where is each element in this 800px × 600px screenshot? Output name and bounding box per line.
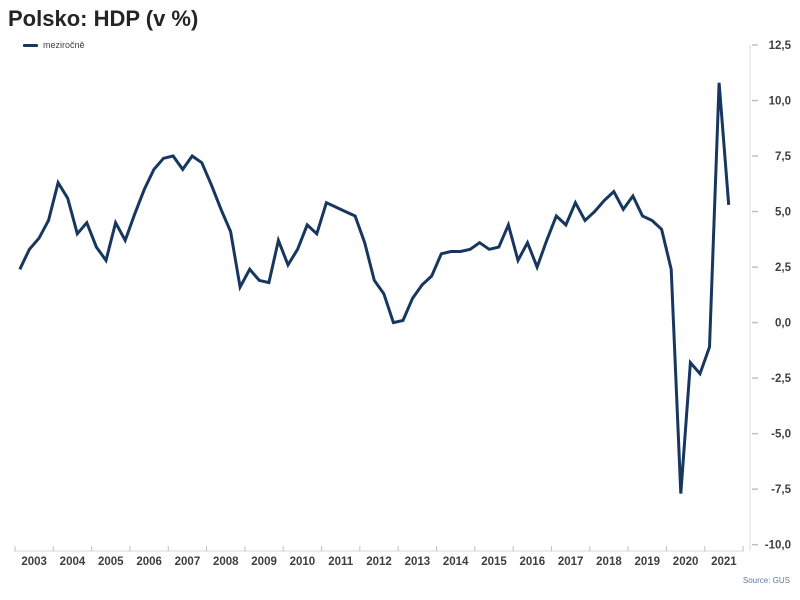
x-axis-labels: 2003 2004 2005 2006 2007 2008 2009 2010 2011 2012…	[14, 546, 744, 568]
svg-text:10,0: 10,0	[769, 96, 791, 108]
svg-text:12,5: 12,5	[769, 40, 792, 52]
svg-text:2021: 2021	[711, 556, 737, 568]
svg-text:2003: 2003	[21, 556, 47, 568]
svg-text:2018: 2018	[596, 556, 622, 568]
svg-text:-10,0: -10,0	[765, 540, 791, 552]
svg-text:2005: 2005	[98, 556, 124, 568]
svg-text:7,5: 7,5	[775, 151, 792, 163]
svg-text:2009: 2009	[251, 556, 277, 568]
source-credit: Source: GUS	[742, 576, 790, 585]
svg-text:-7,5: -7,5	[771, 484, 791, 496]
line-swatch-icon	[23, 43, 38, 47]
svg-text:-5,0: -5,0	[771, 429, 791, 441]
svg-text:2004: 2004	[60, 556, 86, 568]
svg-text:2,5: 2,5	[775, 262, 792, 274]
svg-text:2016: 2016	[520, 556, 546, 568]
svg-text:2010: 2010	[290, 556, 316, 568]
svg-text:2020: 2020	[673, 556, 699, 568]
svg-text:2017: 2017	[558, 556, 584, 568]
svg-text:2006: 2006	[136, 556, 162, 568]
y-axis-labels: 12,5 10,0 7,5 5,0 2,5 0,0 -2,5 -5,0 -7,5 -10,0	[752, 40, 792, 552]
page-title: Polsko: HDP (v %)	[8, 6, 199, 31]
svg-text:5,0: 5,0	[775, 207, 791, 219]
svg-text:-2,5: -2,5	[771, 373, 791, 385]
legend: meziročně	[23, 40, 85, 50]
svg-text:2007: 2007	[175, 556, 201, 568]
svg-text:2011: 2011	[328, 556, 354, 568]
series-line-meziročně	[18, 82, 731, 494]
svg-text:2014: 2014	[443, 556, 469, 568]
axes	[15, 45, 751, 552]
svg-text:2013: 2013	[405, 556, 431, 568]
svg-text:2019: 2019	[634, 556, 660, 568]
svg-text:2008: 2008	[213, 556, 239, 568]
svg-text:2012: 2012	[366, 556, 392, 568]
legend-label: meziročně	[43, 40, 85, 50]
svg-text:2015: 2015	[481, 556, 507, 568]
svg-text:0,0: 0,0	[775, 318, 791, 330]
